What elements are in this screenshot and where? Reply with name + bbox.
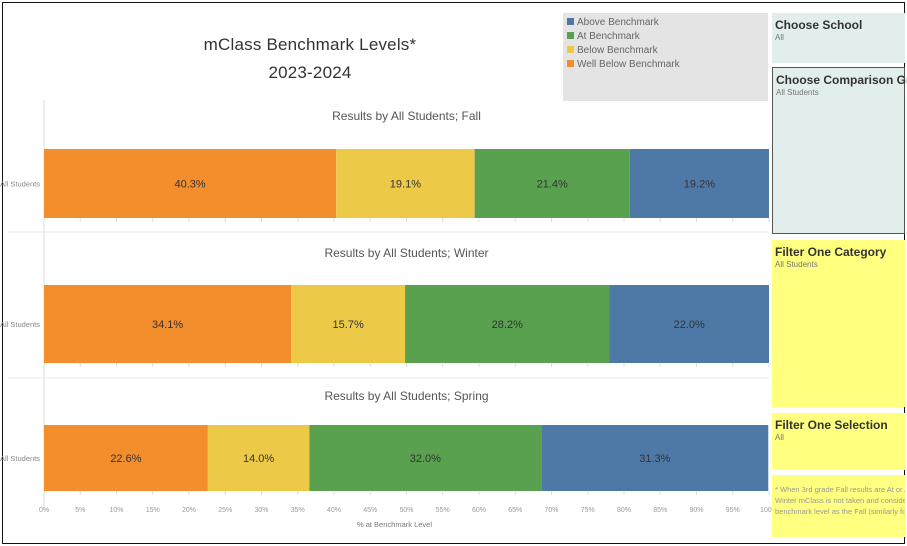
data-label: 15.7% <box>333 319 364 331</box>
filter-value[interactable]: All Students <box>775 260 818 269</box>
legend-label: Well Below Benchmark <box>577 59 680 70</box>
x-tick-label: 50% <box>399 507 413 514</box>
data-label: 22.0% <box>674 319 705 331</box>
data-label: 19.1% <box>390 179 421 191</box>
legend-swatch <box>567 60 574 67</box>
bar-segment <box>405 285 610 363</box>
filter-one-category[interactable]: Filter One Category All Students <box>772 240 905 407</box>
x-tick-label: 15% <box>146 507 160 514</box>
x-tick-label: 70% <box>544 507 558 514</box>
data-label: 32.0% <box>410 453 441 465</box>
legend-swatch <box>567 18 574 25</box>
legend-item-above[interactable]: Above Benchmark <box>567 17 659 29</box>
filter-comparison-group[interactable]: Choose Comparison Group All Students <box>772 67 907 234</box>
bar-segment <box>309 425 542 491</box>
dashboard-title: mClass Benchmark Levels* <box>203 35 417 54</box>
x-tick-label: 100% <box>760 507 778 514</box>
legend-swatch <box>567 32 574 39</box>
data-label: 31.3% <box>639 453 670 465</box>
footnote-line: Winter mClass is not taken and considere… <box>775 496 905 505</box>
bar-segment <box>629 149 769 218</box>
bar-segment <box>609 285 769 363</box>
data-label: 22.6% <box>110 453 141 465</box>
legend-label: Below Benchmark <box>577 45 658 56</box>
footnote-line: benchmark level as the Fall (similarly f… <box>775 507 905 516</box>
filter-value[interactable]: All Students <box>776 88 819 97</box>
dashboard-year: 2023-2024 <box>268 63 352 82</box>
bar-segment <box>44 285 292 363</box>
panel-title: Results by All Students; Winter <box>324 246 488 260</box>
x-tick-label: 30% <box>254 507 268 514</box>
x-tick-label: 85% <box>653 507 667 514</box>
x-tick-label: 25% <box>218 507 232 514</box>
bar-segment <box>44 425 208 491</box>
x-tick-label: 95% <box>726 507 740 514</box>
panel-title: Results by All Students; Fall <box>332 109 481 123</box>
x-tick-label: 35% <box>291 507 305 514</box>
legend-item-at[interactable]: At Benchmark <box>567 31 640 43</box>
bar-segment <box>207 425 310 491</box>
bar-segment <box>291 285 406 363</box>
footnote-line: * When 3rd grade Fall results are At or … <box>775 485 905 494</box>
x-tick-label: 55% <box>436 507 450 514</box>
legend-item-below[interactable]: Below Benchmark <box>567 45 658 57</box>
legend-label: At Benchmark <box>577 31 640 42</box>
bar-segment <box>336 149 475 218</box>
x-tick-label: 60% <box>472 507 486 514</box>
x-tick-label: 0% <box>39 507 49 514</box>
x-tick-label: 45% <box>363 507 377 514</box>
filter-value[interactable]: All <box>775 33 784 42</box>
filter-value[interactable]: All <box>775 433 784 442</box>
x-tick-label: 20% <box>182 507 196 514</box>
filter-title: Filter One Category <box>775 245 887 259</box>
x-tick-label: 65% <box>508 507 522 514</box>
x-tick-label: 40% <box>327 507 341 514</box>
data-label: 21.4% <box>537 179 568 191</box>
bar-segment <box>541 425 769 491</box>
filter-title: Choose School <box>775 18 863 32</box>
x-tick-label: 80% <box>617 507 631 514</box>
data-label: 34.1% <box>152 319 183 331</box>
x-tick-label: 10% <box>109 507 123 514</box>
bar-segment <box>44 149 337 218</box>
data-label: 40.3% <box>174 179 205 191</box>
filter-title: Filter One Selection <box>775 418 888 432</box>
x-tick-label: 5% <box>75 507 85 514</box>
bar-segment <box>474 149 630 218</box>
data-label: 14.0% <box>243 453 274 465</box>
row-label: All Students <box>0 180 40 189</box>
legend-item-well-below[interactable]: Well Below Benchmark <box>567 59 680 71</box>
data-label: 19.2% <box>684 179 715 191</box>
data-label: 28.2% <box>492 319 523 331</box>
x-tick-label: 75% <box>581 507 595 514</box>
legend: Above Benchmark At Benchmark Below Bench… <box>563 13 768 101</box>
x-tick-label: 90% <box>689 507 703 514</box>
legend-label: Above Benchmark <box>577 17 659 28</box>
filter-title: Choose Comparison Group <box>776 73 907 87</box>
legend-swatch <box>567 46 574 53</box>
row-label: All Students <box>0 454 40 463</box>
filter-one-selection[interactable]: Filter One Selection All <box>772 413 905 470</box>
x-axis-label: % at Benchmark Level <box>357 520 432 529</box>
footnote-text: * When 3rd grade Fall results are At or … <box>772 475 905 517</box>
row-label: All Students <box>0 320 40 329</box>
filter-choose-school[interactable]: Choose School All <box>772 13 905 63</box>
footnote-panel: * When 3rd grade Fall results are At or … <box>772 475 905 537</box>
panel-title: Results by All Students; Spring <box>324 389 488 403</box>
